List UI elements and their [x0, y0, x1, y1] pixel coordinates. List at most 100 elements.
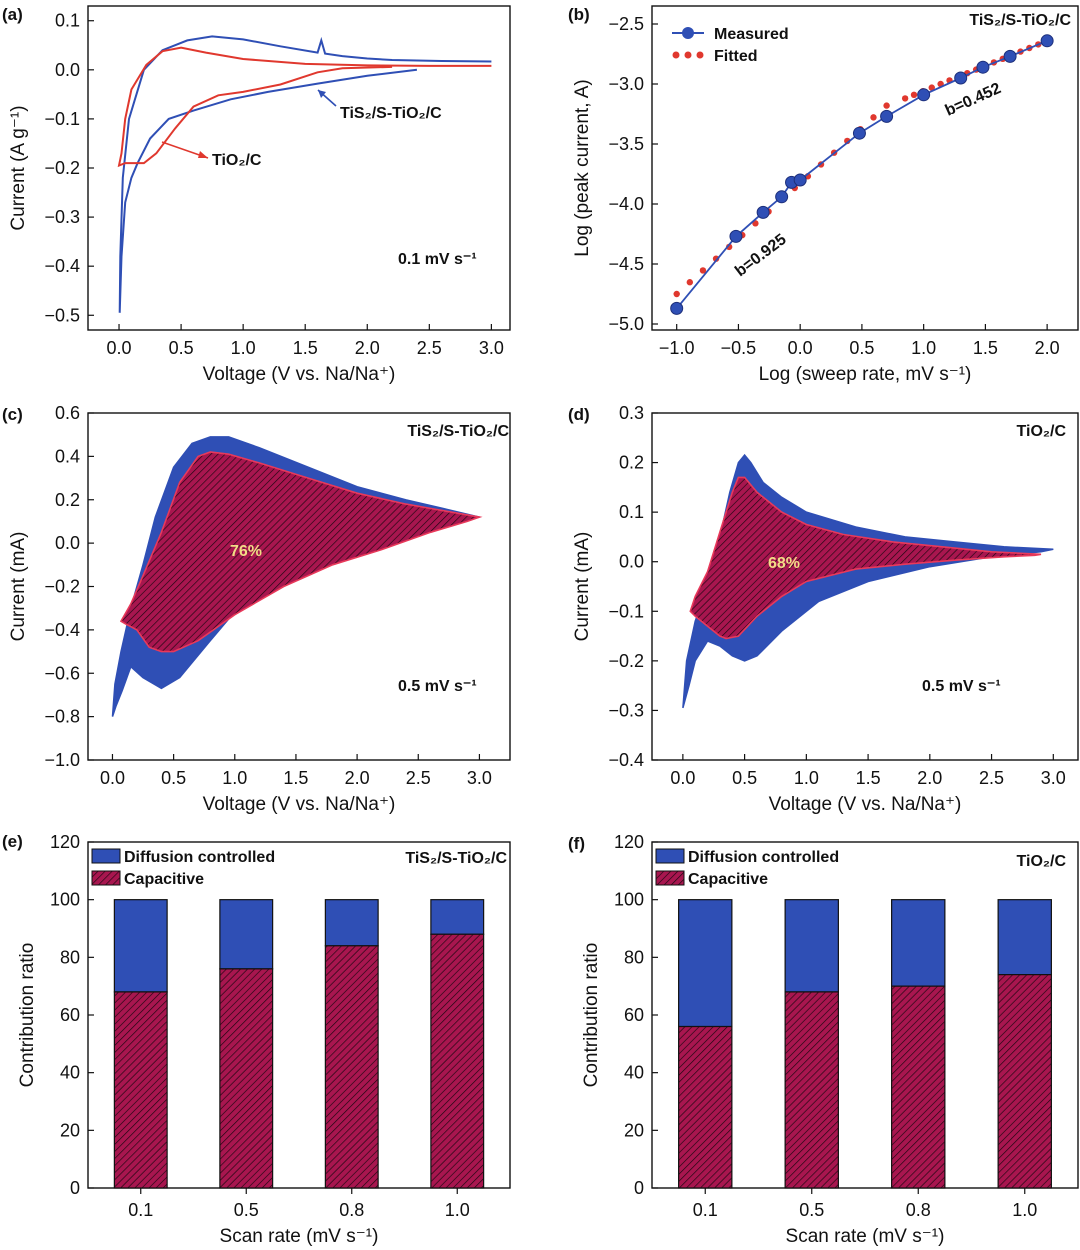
legend-marker-fitted	[696, 51, 704, 59]
x-tick-label: 0.5	[799, 1200, 824, 1220]
x-tick-label: 1.5	[973, 338, 998, 358]
capacitive-bar	[113, 991, 168, 1189]
y-tick-label: −0.2	[608, 651, 644, 671]
measured-point	[852, 126, 866, 140]
legend-marker-measured	[682, 27, 694, 39]
y-tick-label: 0.1	[55, 11, 80, 31]
x-tick-label: 0.1	[693, 1200, 718, 1220]
legend-marker-fitted	[672, 51, 680, 59]
y-tick-label: 0.0	[55, 533, 80, 553]
rate-annotation-a: 0.1 mV s⁻¹	[398, 251, 477, 268]
sample-label-d: TiO₂/C	[1017, 423, 1067, 440]
capacitive-area	[119, 451, 483, 653]
panel-c: 0.0 0.5 1.0 1.5 2.0 2.5 3.0 0.6 0.4 0.2 0.0 −0.2 −0.…	[8, 403, 511, 815]
sample-label-f: TiO₂/C	[1017, 853, 1067, 870]
legend-label-capacitive: Capacitive	[124, 871, 204, 888]
diffusion-bar	[324, 899, 379, 947]
panel-label-d: (d)	[568, 405, 590, 424]
y-tick-label: −0.4	[608, 750, 644, 770]
x-tick-label: 3.0	[479, 338, 504, 358]
fitted-point	[712, 255, 720, 262]
y-tick-label: −3.0	[608, 74, 644, 94]
x-tick-label: 2.0	[355, 338, 380, 358]
sample-label-b: TiS₂/S-TiO₂/C	[969, 12, 1071, 29]
measured-point	[1040, 34, 1054, 48]
legend-swatch-capacitive	[91, 870, 121, 886]
x-axis-label: Voltage (V vs. Na/Na⁺)	[769, 794, 962, 815]
sample-label-c: TiS₂/S-TiO₂/C	[407, 423, 509, 440]
panel-d: 0.0 0.5 1.0 1.5 2.0 2.5 3.0 0.3 0.2 0.1 0.0 −0.1 −0.…	[572, 403, 1079, 815]
measured-point	[756, 205, 770, 219]
legend-label-diffusion: Diffusion controlled	[688, 849, 839, 866]
x-tick-label: 0.8	[339, 1200, 364, 1220]
x-tick-label: 2.5	[406, 768, 431, 788]
capacitive-percent-c: 76%	[230, 543, 262, 560]
measured-point	[954, 71, 968, 85]
y-tick-label: 0.6	[55, 403, 80, 423]
sample-label-e: TiS₂/S-TiO₂/C	[405, 850, 507, 867]
panel-label-a: (a)	[2, 5, 23, 24]
x-tick-label: 1.5	[293, 338, 318, 358]
x-tick-label: 0.1	[128, 1200, 153, 1220]
legend-label-fitted: Fitted	[714, 48, 758, 65]
fitted-point	[910, 91, 918, 99]
x-tick-label: −0.5	[721, 338, 757, 358]
y-tick-label: 0	[634, 1178, 644, 1198]
x-tick-label: 0.5	[732, 768, 757, 788]
diffusion-bar	[678, 899, 733, 1028]
y-tick-label: 40	[624, 1063, 644, 1083]
y-tick-label: 0.2	[55, 490, 80, 510]
curve-label-tis2: TiS₂/S-TiO₂/C	[340, 105, 442, 122]
panel-label-c: (c)	[2, 405, 23, 424]
measured-point	[775, 190, 789, 204]
x-tick-label: 3.0	[1041, 768, 1066, 788]
x-tick-label: 2.5	[417, 338, 442, 358]
diffusion-bar	[784, 899, 839, 993]
x-tick-label: −1.0	[659, 338, 695, 358]
x-tick-label: 1.0	[445, 1200, 470, 1220]
y-tick-label: 0	[70, 1178, 80, 1198]
x-tick-label: 2.0	[917, 768, 942, 788]
panel-label-b: (b)	[568, 5, 590, 24]
y-tick-label: 60	[624, 1005, 644, 1025]
x-tick-label: 1.5	[283, 768, 308, 788]
y-tick-label: 20	[624, 1120, 644, 1140]
x-tick-label: 0.0	[670, 768, 695, 788]
y-tick-label: −3.5	[608, 134, 644, 154]
capacitive-bar	[784, 991, 839, 1189]
fitted-point	[686, 279, 694, 286]
y-tick-label: 120	[50, 832, 80, 852]
plot-frame	[651, 5, 1079, 331]
x-axis-label: Scan rate (mV s⁻¹)	[786, 1226, 945, 1247]
fitted-point	[883, 102, 890, 109]
x-tick-label: 1.5	[856, 768, 881, 788]
x-tick-label: 3.0	[467, 768, 492, 788]
y-tick-label: 0.3	[619, 403, 644, 423]
y-tick-label: −0.2	[44, 577, 80, 597]
measured-point	[729, 229, 743, 243]
diffusion-bar	[219, 899, 274, 970]
y-tick-label: 0.1	[619, 502, 644, 522]
y-tick-label: −0.1	[44, 109, 80, 129]
measured-point	[793, 173, 807, 187]
y-tick-label: −0.6	[44, 663, 80, 683]
pointer-arrow-tio2	[198, 151, 208, 158]
slope-label-high: b=0.452	[943, 80, 1004, 120]
tio2-cv-curve	[117, 46, 492, 168]
y-axis-label: Log (peak current, A)	[572, 79, 593, 256]
panel-b: −1.0 −0.5 0.0 0.5 1.0 1.5 2.0 −2.5 −3.0 −3.5 −4.0 −…	[572, 5, 1079, 385]
capacitive-bar	[430, 933, 485, 1189]
capacitive-bar	[891, 985, 946, 1189]
legend-label-measured: Measured	[714, 26, 789, 43]
x-tick-label: 0.0	[100, 768, 125, 788]
diffusion-bar	[997, 899, 1052, 976]
legend-marker-fitted	[684, 51, 692, 59]
x-tick-label: 0.5	[161, 768, 186, 788]
y-tick-label: 60	[60, 1005, 80, 1025]
y-axis-label: Current (A g⁻¹)	[8, 105, 29, 230]
legend-label-diffusion: Diffusion controlled	[124, 849, 275, 866]
x-tick-label: 0.0	[788, 338, 813, 358]
x-tick-label: 2.5	[979, 768, 1004, 788]
tis2-cv-curve	[118, 35, 492, 313]
y-tick-label: −0.4	[44, 256, 80, 276]
